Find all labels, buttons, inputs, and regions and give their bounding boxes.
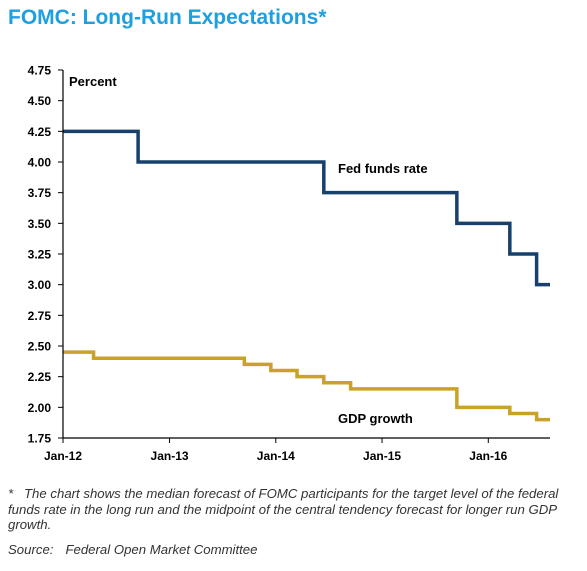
- y-tick-label: 3.50: [28, 217, 52, 231]
- y-tick-label: 2.00: [28, 401, 52, 415]
- y-tick-label: 1.75: [28, 432, 52, 446]
- series-label-gdp-growth: GDP growth: [338, 411, 413, 426]
- line-chart: 4.75 4.50 4.25 4.00 3.75 3.50 3.25 3.00 2.75 2.50…: [28, 64, 550, 463]
- y-tick-label: 3.00: [28, 278, 52, 292]
- series-line-1: [63, 350, 550, 422]
- y-tick-label: 4.50: [28, 94, 52, 108]
- x-tick-label: Jan-12: [44, 449, 82, 463]
- footnote-text: The chart shows the median forecast of F…: [8, 486, 559, 532]
- source-note: Source: Federal Open Market Committee: [8, 542, 257, 557]
- series-label-fed-funds-rate: Fed funds rate: [338, 161, 428, 176]
- source-text: Federal Open Market Committee: [65, 542, 258, 557]
- chart-title: FOMC: Long-Run Expectations*: [8, 6, 327, 29]
- footnote: * The chart shows the median forecast of …: [8, 486, 580, 533]
- series-line-0: [63, 129, 550, 287]
- y-tick-label: 3.25: [28, 248, 52, 262]
- y-tick-label: 2.50: [28, 340, 52, 354]
- x-tick-label: Jan-14: [257, 449, 295, 463]
- y-tick-label: 4.75: [28, 64, 52, 78]
- y-tick-label: 2.75: [28, 309, 52, 323]
- y-tick-label: 3.75: [28, 186, 52, 200]
- x-tick-label: Jan-13: [151, 449, 189, 463]
- footnote-marker: *: [8, 486, 14, 501]
- source-label: Source:: [8, 542, 54, 557]
- x-tick-label: Jan-16: [469, 449, 507, 463]
- x-tick-label: Jan-15: [363, 449, 401, 463]
- y-axis-label: Percent: [69, 74, 117, 89]
- y-tick-label: 2.25: [28, 370, 52, 384]
- y-tick-label: 4.25: [28, 125, 52, 139]
- y-tick-label: 4.00: [28, 156, 52, 170]
